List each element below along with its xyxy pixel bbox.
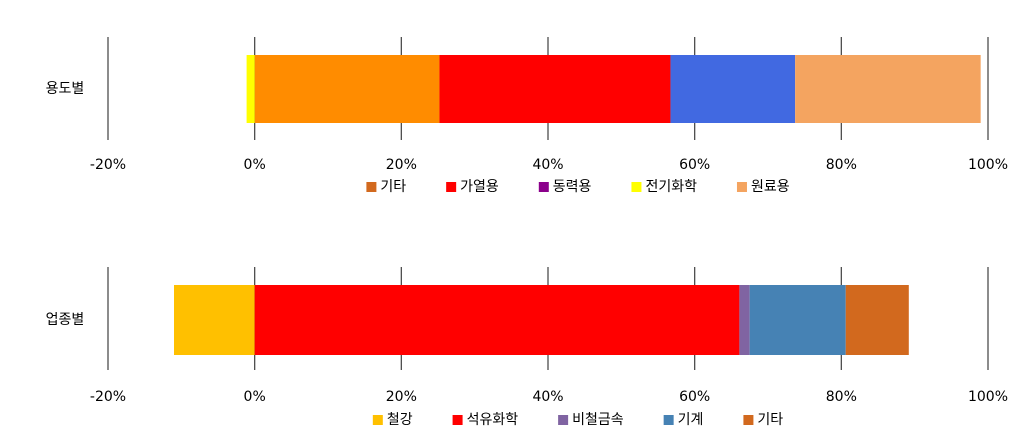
- x-tick-label: 60%: [679, 389, 710, 405]
- legend-swatch: [538, 182, 549, 192]
- bar-segment: [739, 285, 750, 355]
- legend-label: 비철금속: [572, 412, 624, 428]
- x-tick-label: -20%: [90, 157, 126, 173]
- bar-segment: [670, 55, 796, 123]
- legend-label: 철강: [387, 412, 413, 428]
- legend-swatch: [372, 415, 383, 425]
- bar-segment: [254, 285, 740, 355]
- legend-label: 전기화학: [645, 179, 697, 195]
- x-tick-label: 20%: [386, 157, 417, 173]
- bar-segment: [246, 55, 255, 123]
- legend-swatch: [452, 415, 463, 425]
- legend-swatch: [366, 182, 377, 192]
- x-tick-label: 0%: [244, 157, 266, 173]
- bar-segment: [439, 55, 671, 123]
- bar-segment: [795, 55, 981, 123]
- legend-swatch: [631, 182, 642, 192]
- bar-segment: [749, 285, 846, 355]
- bar-segment: [845, 285, 909, 355]
- bar-segment: [174, 285, 255, 355]
- x-tick-label: 40%: [532, 389, 563, 405]
- x-tick-label: 100%: [968, 157, 1008, 173]
- x-tick-label: 0%: [244, 389, 266, 405]
- legend-swatch: [663, 415, 674, 425]
- legend-label: 동력용: [553, 179, 592, 195]
- legend-swatch: [558, 415, 569, 425]
- x-tick-label: 80%: [826, 157, 857, 173]
- x-tick-label: 60%: [679, 157, 710, 173]
- legend-label: 석유화학: [467, 412, 519, 428]
- legend-label: 기타: [380, 179, 406, 195]
- category-label: 용도별: [46, 81, 85, 97]
- x-tick-label: 20%: [386, 389, 417, 405]
- x-tick-label: 80%: [826, 389, 857, 405]
- x-tick-label: 100%: [968, 389, 1008, 405]
- x-tick-label: -20%: [90, 389, 126, 405]
- bar-segment: [254, 55, 440, 123]
- category-label: 업종별: [46, 312, 85, 328]
- legend-swatch: [446, 182, 457, 192]
- legend-swatch: [743, 415, 754, 425]
- legend-label: 기타: [757, 412, 783, 428]
- legend-label: 가열용: [460, 179, 499, 195]
- legend-label: 기계: [678, 412, 704, 428]
- legend-swatch: [736, 182, 747, 192]
- x-tick-label: 40%: [532, 157, 563, 173]
- legend-label: 원료용: [751, 179, 790, 195]
